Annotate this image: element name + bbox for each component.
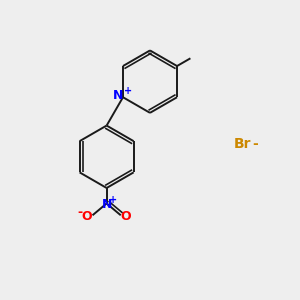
Text: N: N — [112, 89, 123, 102]
Text: O: O — [82, 210, 92, 223]
Text: N: N — [101, 197, 112, 211]
Text: Br: Br — [233, 137, 251, 151]
Text: -: - — [253, 137, 258, 151]
Text: +: + — [109, 195, 117, 205]
Text: -: - — [77, 206, 83, 219]
Text: +: + — [124, 86, 132, 96]
Text: O: O — [121, 210, 131, 223]
